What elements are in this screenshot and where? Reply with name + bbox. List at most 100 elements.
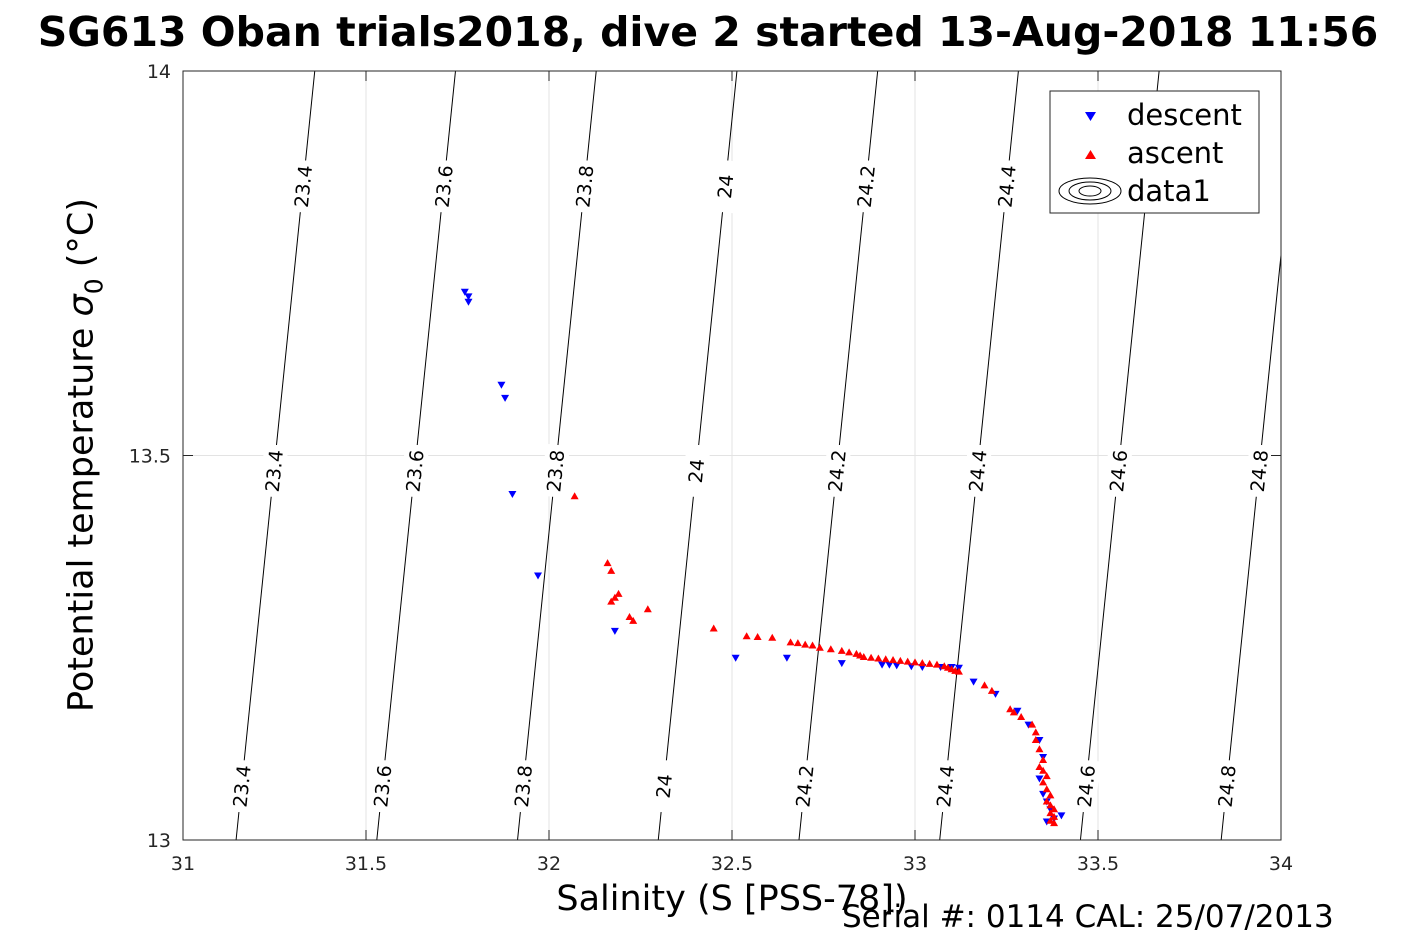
ascent-point xyxy=(643,605,652,613)
contour-label: 24.4 xyxy=(994,164,1020,208)
contour-label: 24.2 xyxy=(825,449,851,493)
ascent-point xyxy=(603,559,612,567)
contour-label: 24.2 xyxy=(854,164,880,208)
contour-label: 23.4 xyxy=(291,164,317,208)
chart-title: SG613 Oban trials2018, dive 2 started 13… xyxy=(37,8,1379,56)
y-tick-label: 14 xyxy=(147,61,171,83)
contour-label: 23.4 xyxy=(262,449,288,493)
y-tick-label: 13.5 xyxy=(129,446,171,468)
serial-calibration-note: Serial #: 0114 CAL: 25/07/2013 xyxy=(842,899,1334,935)
contour-label: 24.4 xyxy=(965,449,991,493)
descent-point xyxy=(731,654,740,662)
ascent-point xyxy=(768,633,777,641)
ascent-point xyxy=(837,646,846,654)
descent-point xyxy=(508,490,517,498)
axis-ticks: 31 31.5 32 32.5 33 33.5 34 13 13.5 14 xyxy=(129,61,1293,875)
ascent-point xyxy=(1042,772,1051,780)
ascent-point xyxy=(1039,778,1048,786)
contour-label: 24.8 xyxy=(1215,764,1241,808)
descent-point xyxy=(885,661,894,669)
descent-point xyxy=(1035,737,1044,745)
ascent-point xyxy=(793,639,802,647)
ascent-point xyxy=(874,654,883,662)
descent-point xyxy=(610,627,619,635)
ascent-point xyxy=(786,638,795,646)
ascent-point xyxy=(1039,766,1048,774)
contour-label: 24.6 xyxy=(1106,449,1132,493)
ascent-point xyxy=(826,645,835,653)
ascent-point xyxy=(1050,805,1059,813)
contour-label: 24.4 xyxy=(933,764,959,808)
ascent-point xyxy=(903,657,912,665)
ascent-point xyxy=(1017,712,1026,720)
ascent-point xyxy=(1028,720,1037,728)
x-tick-label: 34 xyxy=(1269,853,1293,875)
descent-point xyxy=(464,293,473,301)
legend-ascent-label: ascent xyxy=(1127,136,1223,170)
ascent-point xyxy=(614,589,623,597)
contour-label: 24.2 xyxy=(792,764,818,808)
ascent-point xyxy=(911,658,919,666)
contour-label: 23.6 xyxy=(402,449,428,493)
ascent-point xyxy=(808,641,817,649)
ascent-point xyxy=(1050,819,1059,827)
contour-label: 23.4 xyxy=(229,764,255,808)
contour-label: 24 xyxy=(653,773,677,799)
ascent-point xyxy=(925,659,934,667)
y-tick-label: 13 xyxy=(147,830,171,852)
contour-label: 23.8 xyxy=(572,164,598,208)
ascent-point xyxy=(610,593,619,601)
legend-ascent-marker xyxy=(1085,150,1096,159)
contour-label: 24.8 xyxy=(1247,449,1273,493)
ascent-point xyxy=(1042,797,1051,805)
ascent-point xyxy=(1050,812,1059,820)
x-tick-label: 32 xyxy=(537,853,561,875)
descent-point xyxy=(460,288,469,296)
contour-label: 24 xyxy=(685,458,709,484)
ascent-point xyxy=(1046,791,1055,799)
contour-label: 24.6 xyxy=(1074,764,1100,808)
descent-point xyxy=(1057,812,1066,820)
legend-box xyxy=(1049,90,1260,214)
legend-descent-marker xyxy=(1085,112,1096,121)
ascent-point xyxy=(629,616,638,624)
descent-point xyxy=(534,572,543,580)
isopycnal-line xyxy=(1362,71,1417,840)
ascent-point xyxy=(889,656,898,664)
ascent-point xyxy=(932,660,941,668)
ascent-point xyxy=(867,653,876,661)
ascent-point xyxy=(625,612,634,620)
ascent-point xyxy=(753,632,762,640)
ascent-point xyxy=(1006,705,1015,713)
ascent-point xyxy=(570,492,579,500)
y-axis-label: Potential temperature σ0 (°C) xyxy=(61,197,109,713)
contour-label: 24 xyxy=(714,173,738,199)
ascent-point xyxy=(954,667,963,675)
descent-point xyxy=(1039,790,1048,798)
ascent-point xyxy=(607,597,616,605)
legend-descent-label: descent xyxy=(1127,98,1242,132)
descent-point xyxy=(464,298,473,306)
ascent-point xyxy=(801,640,810,648)
ascent-point xyxy=(815,643,824,651)
descent-point xyxy=(837,660,846,668)
descent-point xyxy=(1013,707,1022,715)
ascent-point xyxy=(987,686,996,694)
x-axis-label: Salinity (S [PSS-78]) xyxy=(556,879,908,919)
ascent-point xyxy=(896,656,905,664)
x-tick-label: 31 xyxy=(171,853,195,875)
ascent-point xyxy=(980,681,989,689)
descent-point xyxy=(878,661,887,669)
ascent-point xyxy=(607,566,616,574)
ascent-point xyxy=(1046,809,1055,817)
ascent-point xyxy=(742,632,751,640)
legend: descent ascent data1 xyxy=(1049,90,1260,214)
legend-contour-icon xyxy=(1058,177,1122,205)
descent-point xyxy=(892,662,901,670)
ascent-point xyxy=(859,652,868,660)
data-points xyxy=(460,288,1066,827)
descent-point xyxy=(497,381,506,389)
x-tick-label: 33.5 xyxy=(1077,853,1119,875)
ascent-point xyxy=(1035,762,1044,770)
